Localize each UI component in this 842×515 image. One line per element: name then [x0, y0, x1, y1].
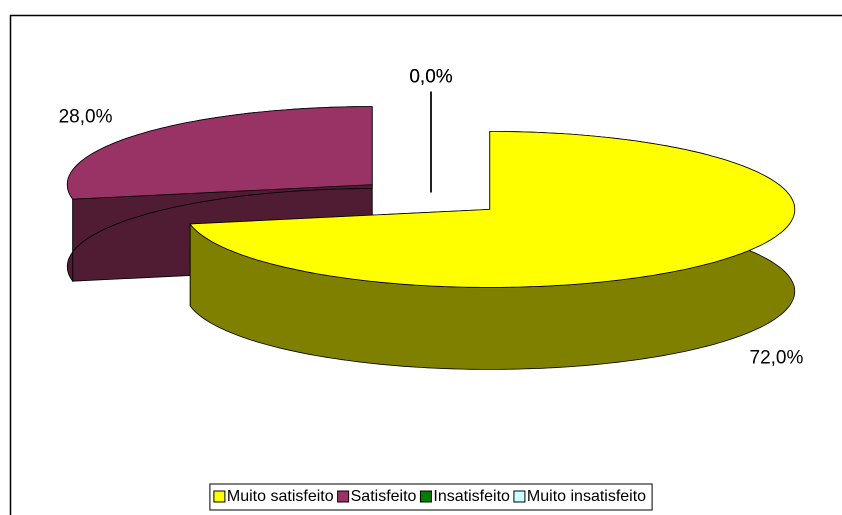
- legend-label: Insatisfeito: [433, 488, 510, 505]
- pie-tops: [66, 106, 796, 288]
- legend-swatch: [213, 490, 226, 503]
- legend-swatch: [419, 490, 432, 503]
- slice-top: [66, 106, 373, 200]
- data-labels: 72,0%28,0%0,0%0,0%: [59, 67, 804, 369]
- legend-label: Satisfeito: [351, 488, 417, 505]
- data-label: 28,0%: [59, 106, 113, 127]
- legend-swatch: [337, 490, 350, 503]
- data-label: 0,0%: [409, 67, 452, 88]
- legend: Muito satisfeito Satisfeito Insatisfeito Mu…: [209, 483, 653, 511]
- legend-label: Muito insatisfeito: [527, 488, 646, 505]
- slice-top: [189, 131, 796, 288]
- data-label: 72,0%: [750, 348, 804, 369]
- legend-label: Muito satisfeito: [227, 488, 334, 505]
- data-label: 0,0%: [409, 67, 452, 88]
- legend-swatch: [513, 490, 526, 503]
